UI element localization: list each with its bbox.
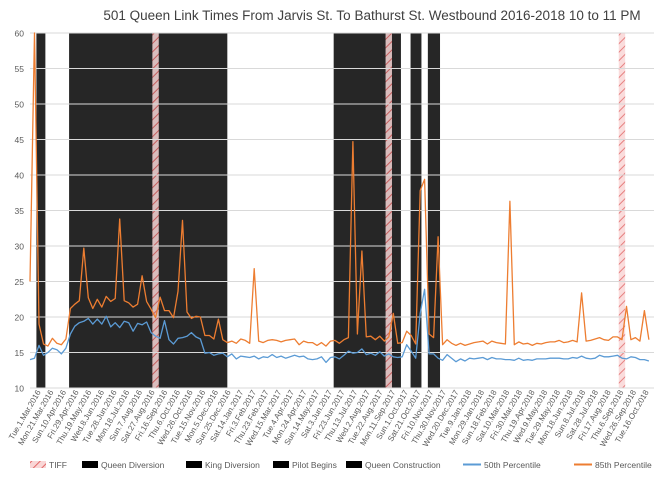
y-tick-label: 40 <box>15 171 25 181</box>
legend-swatch <box>186 461 202 468</box>
legend-swatch <box>82 461 98 468</box>
y-tick-label: 60 <box>15 29 25 39</box>
legend-swatch <box>30 461 46 468</box>
y-tick-label: 50 <box>15 100 25 110</box>
y-tick-label: 45 <box>15 135 25 145</box>
legend-label: 85th Percentile <box>595 460 652 470</box>
legend: TIFF Queen Diversion King Diversion Pilot B… <box>30 460 652 470</box>
y-tick-label: 25 <box>15 277 25 287</box>
legend-label: TIFF <box>49 460 67 470</box>
y-tick-label: 10 <box>15 384 25 394</box>
legend-label: Pilot Begins <box>292 460 337 470</box>
chart-title: 501 Queen Link Times From Jarvis St. To … <box>103 8 640 23</box>
legend-swatch <box>346 461 362 468</box>
legend-label: Queen Diversion <box>101 460 165 470</box>
y-tick-label: 20 <box>15 313 25 323</box>
y-tick-label: 35 <box>15 206 25 216</box>
legend-label: King Diversion <box>205 460 260 470</box>
legend-label: Queen Construction <box>365 460 441 470</box>
x-axis-ticks: Tue.1.Mar.2016Mon.21.Mar.2016Sun.10.Apr.… <box>7 388 651 448</box>
y-tick-label: 15 <box>15 348 25 358</box>
y-axis-ticks: 10 15 20 25 30 35 40 45 50 55 60 <box>15 29 25 394</box>
series-line-50th <box>29 288 650 364</box>
y-tick-label: 55 <box>15 64 25 74</box>
y-tick-label: 30 <box>15 242 25 252</box>
gridlines <box>30 32 654 389</box>
series-lines <box>29 32 650 364</box>
legend-label: 50th Percentile <box>484 460 541 470</box>
series-line-85th <box>29 32 650 347</box>
legend-swatch <box>273 461 289 468</box>
